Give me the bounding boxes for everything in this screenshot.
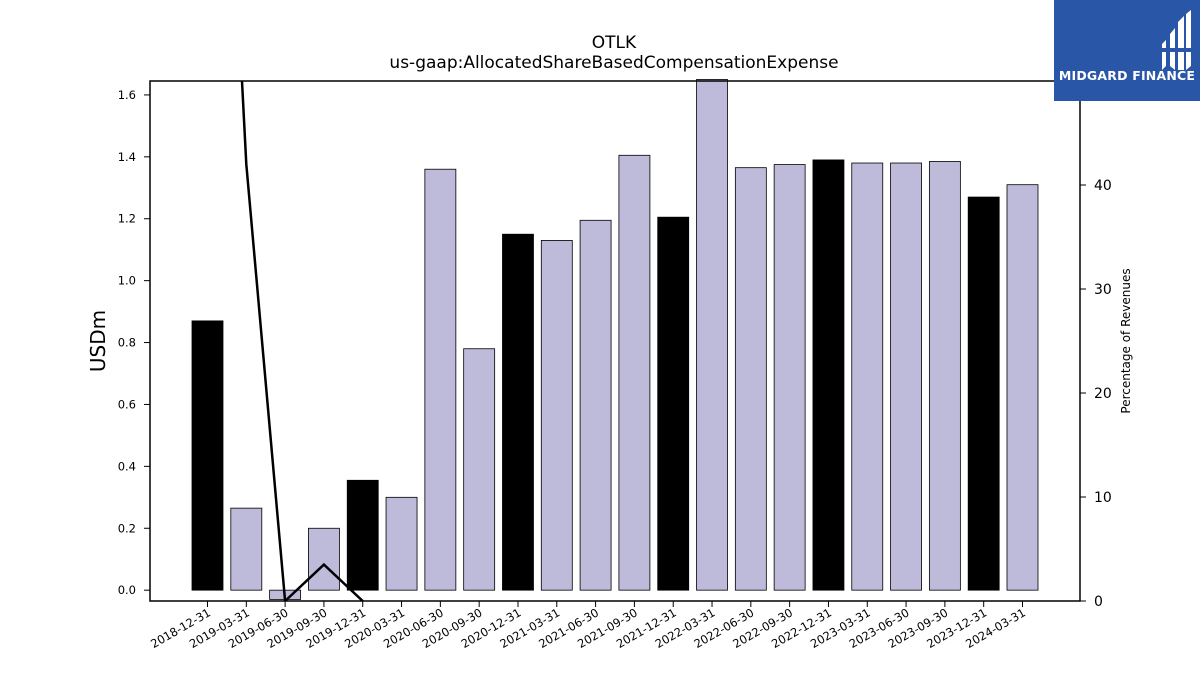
brand-name: MIDGARD FINANCE (1058, 68, 1196, 83)
bar (463, 348, 496, 591)
bars-layer (191, 79, 1039, 600)
y-axis-right: 0 10 20 30 40 (1080, 178, 1112, 610)
bar (890, 162, 922, 591)
bar (1006, 184, 1039, 591)
plot-frame (149, 80, 1081, 602)
bar (618, 154, 651, 591)
logo-mark-icon (1160, 10, 1194, 70)
bar (191, 320, 224, 591)
y2-tick-label: 20 (1094, 386, 1112, 402)
y-tick-label: 1.4 (118, 150, 136, 164)
y-axis-label: USDm (86, 310, 110, 372)
bar (696, 79, 728, 591)
bar (967, 196, 1000, 591)
bar (579, 219, 612, 591)
y2-tick-label: 10 (1094, 490, 1112, 506)
bar (928, 161, 961, 591)
y-tick-label: 0.4 (118, 459, 136, 473)
line-layer (240, 81, 364, 601)
bar (346, 479, 379, 591)
series-line (240, 81, 364, 601)
bar (812, 159, 845, 591)
chart-subtitle: us-gaap:AllocatedShareBasedCompensationE… (389, 53, 838, 73)
y-tick-label: 0.6 (118, 397, 136, 411)
y-tick-label: 1.0 (118, 274, 136, 288)
bar (308, 527, 340, 591)
bar (502, 233, 534, 591)
y-tick-label: 0.0 (118, 583, 136, 597)
x-axis: 2018-12-312019-03-312019-06-302019-09-30… (148, 601, 1028, 651)
y2-tick-label: 0 (1094, 594, 1103, 610)
y2-tick-label: 30 (1094, 282, 1112, 298)
bar (734, 167, 767, 591)
y2-axis-label: Percentage of Revenues (1119, 268, 1133, 413)
y-axis-left: 0.0 0.2 0.4 0.6 0.8 1.0 1.2 1.4 1.6 (118, 88, 150, 597)
y-tick-label: 1.6 (118, 88, 136, 102)
bar (540, 240, 573, 591)
bar (657, 216, 690, 591)
y-tick-label: 0.8 (118, 336, 136, 350)
bar (385, 496, 418, 591)
chart-title: OTLK (592, 33, 637, 53)
y2-tick-label: 40 (1094, 178, 1112, 194)
bar (230, 507, 263, 591)
y-tick-label: 1.2 (118, 212, 136, 226)
bar (851, 162, 884, 591)
bar (424, 168, 457, 591)
brand-logo: MIDGARD FINANCE (1054, 0, 1200, 101)
bar (773, 164, 806, 591)
y-tick-label: 0.2 (118, 521, 136, 535)
